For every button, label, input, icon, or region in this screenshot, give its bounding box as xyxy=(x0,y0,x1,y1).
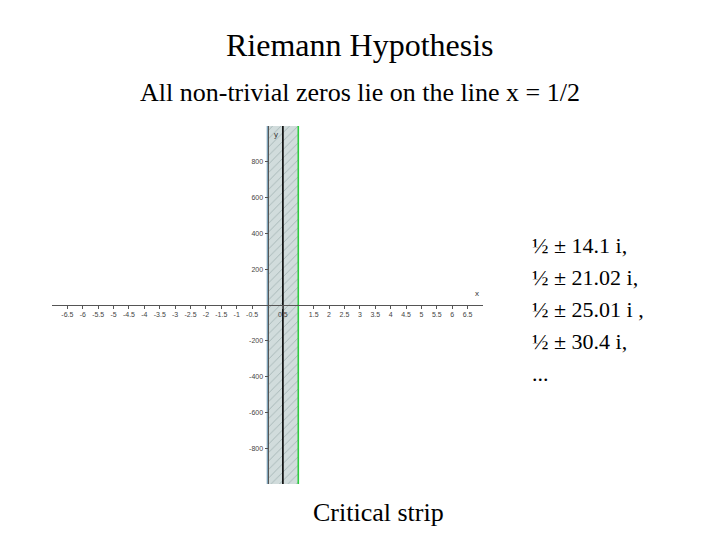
svg-text:All non-trivial zeros lie on t: All non-trivial zeros lie on the line x … xyxy=(140,78,580,107)
svg-text:3: 3 xyxy=(358,311,362,318)
svg-text:x: x xyxy=(475,289,479,298)
svg-text:2.5: 2.5 xyxy=(340,311,350,318)
svg-text:-200: -200 xyxy=(249,337,263,344)
svg-text:2: 2 xyxy=(327,311,331,318)
svg-text:5.5: 5.5 xyxy=(432,311,442,318)
svg-text:-2: -2 xyxy=(203,311,209,318)
svg-text:0.5: 0.5 xyxy=(278,311,288,318)
svg-text:400: 400 xyxy=(251,230,263,237)
svg-text:-400: -400 xyxy=(249,373,263,380)
svg-text:½ ± 30.4 i,: ½ ± 30.4 i, xyxy=(532,329,627,354)
svg-text:...: ... xyxy=(532,361,549,386)
svg-text:½ ± 14.1 i,: ½ ± 14.1 i, xyxy=(532,233,627,258)
svg-text:6: 6 xyxy=(450,311,454,318)
svg-text:-3: -3 xyxy=(172,311,178,318)
svg-text:6.5: 6.5 xyxy=(463,311,473,318)
svg-text:Critical strip: Critical strip xyxy=(313,498,444,527)
svg-text:-3.5: -3.5 xyxy=(154,311,166,318)
svg-text:-4.5: -4.5 xyxy=(123,311,135,318)
svg-text:y: y xyxy=(274,130,278,139)
svg-text:-800: -800 xyxy=(249,445,263,452)
svg-text:-2.5: -2.5 xyxy=(185,311,197,318)
svg-text:½ ± 21.02 i,: ½ ± 21.02 i, xyxy=(532,265,638,290)
svg-text:-6.5: -6.5 xyxy=(61,311,73,318)
svg-text:½ ± 25.01 i ,: ½ ± 25.01 i , xyxy=(532,297,644,322)
svg-text:-5: -5 xyxy=(110,311,116,318)
svg-text:200: 200 xyxy=(251,266,263,273)
svg-text:-1.5: -1.5 xyxy=(215,311,227,318)
svg-text:5: 5 xyxy=(419,311,423,318)
svg-text:4.5: 4.5 xyxy=(401,311,411,318)
svg-text:600: 600 xyxy=(251,194,263,201)
svg-text:1.5: 1.5 xyxy=(309,311,319,318)
svg-text:-0.5: -0.5 xyxy=(246,311,258,318)
svg-text:-6: -6 xyxy=(80,311,86,318)
svg-text:4: 4 xyxy=(389,311,393,318)
svg-text:Riemann Hypothesis: Riemann Hypothesis xyxy=(226,27,494,63)
svg-text:3.5: 3.5 xyxy=(370,311,380,318)
svg-text:-5.5: -5.5 xyxy=(92,311,104,318)
svg-text:-600: -600 xyxy=(249,409,263,416)
svg-text:-1: -1 xyxy=(234,311,240,318)
svg-text:-4: -4 xyxy=(141,311,147,318)
svg-text:800: 800 xyxy=(251,158,263,165)
